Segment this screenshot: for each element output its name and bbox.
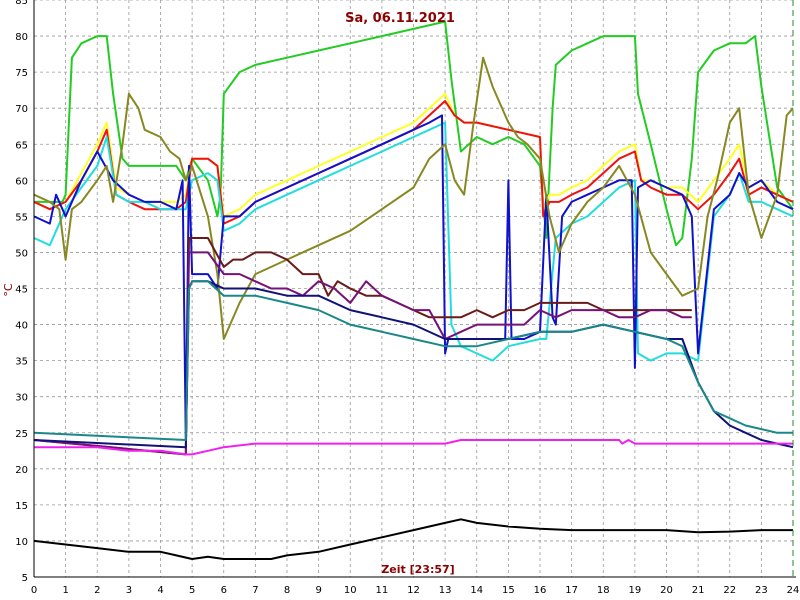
y-tick-label: 50 — [15, 248, 28, 259]
series-group — [33, 20, 794, 560]
y-tick-label: 30 — [15, 393, 28, 404]
x-tick-label: 16 — [534, 585, 547, 596]
x-tick-label: 3 — [126, 585, 132, 596]
x-tick-label: 21 — [692, 585, 705, 596]
x-tick-label: 6 — [221, 585, 227, 596]
series-line-7 — [33, 237, 692, 456]
x-tick-label: 5 — [189, 585, 195, 596]
y-tick-label: 80 — [15, 32, 28, 43]
y-tick-label: 15 — [15, 501, 28, 512]
series-line-11 — [34, 439, 793, 456]
y-tick-label: 20 — [15, 465, 28, 476]
y-axis-label: °C — [2, 283, 15, 297]
x-tick-label: 9 — [315, 585, 321, 596]
x-tick-label: 12 — [407, 585, 420, 596]
x-tick-label: 8 — [284, 585, 290, 596]
x-axis-label: Zeit [23:57] — [381, 563, 454, 576]
y-tick-label: 75 — [15, 68, 28, 79]
grid-lines — [34, 0, 793, 578]
series-line-8 — [33, 251, 692, 456]
x-tick-label: 23 — [755, 585, 768, 596]
series-line-6 — [33, 56, 794, 340]
series-line-12 — [33, 518, 793, 560]
x-tick-label: 4 — [157, 585, 163, 596]
x-tick-label: 7 — [252, 585, 258, 596]
x-tick-label: 10 — [344, 585, 357, 596]
x-tick-label: 24 — [787, 585, 800, 596]
x-tick-label: 14 — [470, 585, 483, 596]
x-tick-labels: 0 1 2 3 4 5 6 7 8 9 10 11 12 13 14 15 16 17 18 19 20 21 22 23 24 — [31, 585, 800, 596]
x-tick-label: 18 — [597, 585, 610, 596]
y-tick-labels: 5 10 15 20 25 30 35 40 45 50 55 60 65 70 75 80 85 — [15, 0, 28, 584]
series-line-10 — [33, 280, 793, 441]
x-tick-label: 2 — [94, 585, 100, 596]
series-line-3 — [33, 100, 794, 225]
y-tick-label: 10 — [15, 537, 28, 548]
x-tick-label: 20 — [660, 585, 673, 596]
y-tick-label: 65 — [15, 140, 28, 151]
x-tick-label: 0 — [31, 585, 37, 596]
y-tick-label: 85 — [15, 0, 28, 7]
y-tick-label: 40 — [15, 321, 28, 332]
x-tick-label: 1 — [62, 585, 68, 596]
y-tick-label: 70 — [15, 104, 28, 115]
x-tick-label: 11 — [376, 585, 389, 596]
y-tick-label: 45 — [15, 285, 28, 296]
x-tick-label: 15 — [502, 585, 515, 596]
x-tick-label: 13 — [439, 585, 452, 596]
chart-title: Sa, 06.11.2021 — [345, 11, 455, 26]
x-tick-label: 19 — [629, 585, 642, 596]
series-line-4 — [33, 121, 794, 362]
axes — [33, 0, 796, 578]
y-tick-label: 60 — [15, 176, 28, 187]
y-tick-label: 5 — [22, 573, 28, 584]
y-tick-label: 35 — [15, 357, 28, 368]
x-tick-label: 17 — [565, 585, 578, 596]
y-tick-label: 55 — [15, 212, 28, 223]
y-tick-label: 25 — [15, 429, 28, 440]
series-line-9 — [33, 280, 794, 449]
x-tick-label: 22 — [723, 585, 736, 596]
